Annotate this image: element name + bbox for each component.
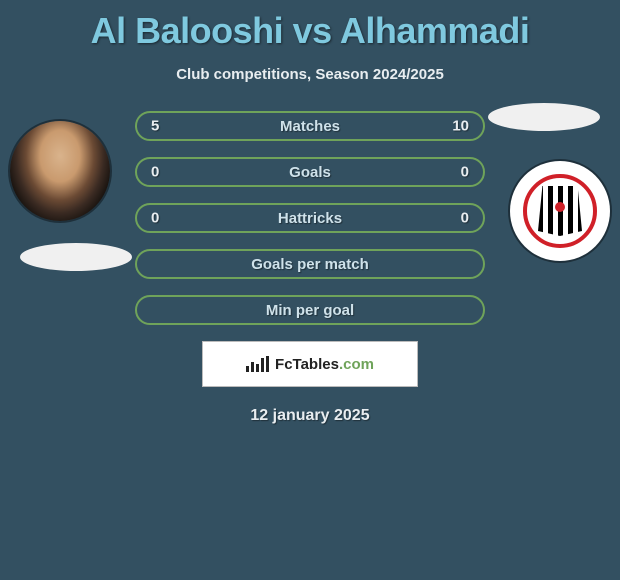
stat-rows: 5 Matches 10 0 Goals 0 0 Hattricks 0 Goa… [135,111,485,325]
stat-label: Hattricks [278,210,342,227]
stat-label: Min per goal [266,302,354,319]
stat-row-matches: 5 Matches 10 [135,111,485,141]
stat-row-min-per-goal: Min per goal [135,295,485,325]
stat-left-value: 0 [151,164,159,181]
stat-right-value: 0 [461,164,469,181]
player-left-avatar [10,121,110,221]
bar-chart-icon [246,356,269,372]
stat-left-value: 0 [151,210,159,227]
comparison-panel: 5 Matches 10 0 Goals 0 0 Hattricks 0 Goa… [0,111,620,425]
player-right-flag-placeholder [488,103,600,131]
brand-card: FcTables.com [202,341,418,387]
al-jazira-badge-icon [523,174,597,248]
player-right-club-badge [510,161,610,261]
page-title: Al Balooshi vs Alhammadi [0,0,620,52]
subtitle: Club competitions, Season 2024/2025 [0,66,620,83]
stat-row-goals-per-match: Goals per match [135,249,485,279]
stat-right-value: 10 [452,118,469,135]
stat-row-hattricks: 0 Hattricks 0 [135,203,485,233]
stat-row-goals: 0 Goals 0 [135,157,485,187]
player-left-flag-placeholder [20,243,132,271]
stat-left-value: 5 [151,118,159,135]
stat-label: Matches [280,118,340,135]
stat-label: Goals per match [251,256,369,273]
brand-suffix: .com [339,356,374,373]
report-date: 12 january 2025 [0,407,620,425]
stat-right-value: 0 [461,210,469,227]
stat-label: Goals [289,164,331,181]
brand-name: FcTables [275,356,339,373]
